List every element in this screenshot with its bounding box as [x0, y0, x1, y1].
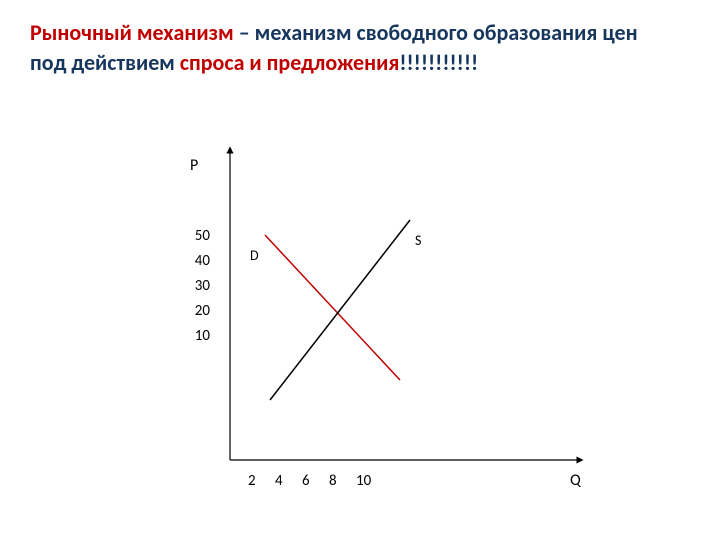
title-text: Рыночный механизм – механизм свободного … [30, 18, 650, 77]
chart-svg: 50 40 30 20 10 2 4 6 8 10 D S P Q [150, 140, 630, 500]
x-tick-label: 2 [248, 472, 256, 490]
x-tick-label: 4 [275, 472, 283, 490]
y-tick-label: 20 [195, 302, 211, 320]
x-tick-label: 6 [302, 472, 310, 490]
title-segment: спроса и предложения [180, 49, 400, 76]
supply-label: S [415, 232, 421, 249]
slide: Рыночный механизм – механизм свободного … [0, 0, 720, 540]
demand-label: D [250, 247, 259, 264]
y-tick-label: 10 [195, 327, 211, 345]
title-segment: Рыночный механизм [30, 19, 234, 46]
y-tick-label: 40 [195, 252, 211, 270]
demand-line [265, 235, 400, 380]
y-axis-label: P [190, 156, 198, 175]
y-tick-label: 50 [195, 227, 211, 245]
y-tick-label: 30 [195, 277, 211, 295]
x-axis-label: Q [570, 471, 582, 490]
x-tick-label: 10 [356, 472, 372, 490]
supply-line [270, 220, 410, 400]
x-tick-label: 8 [329, 472, 337, 490]
title-segment: !!!!!!!!!!! [399, 49, 478, 76]
supply-demand-chart: 50 40 30 20 10 2 4 6 8 10 D S P Q [150, 140, 630, 500]
